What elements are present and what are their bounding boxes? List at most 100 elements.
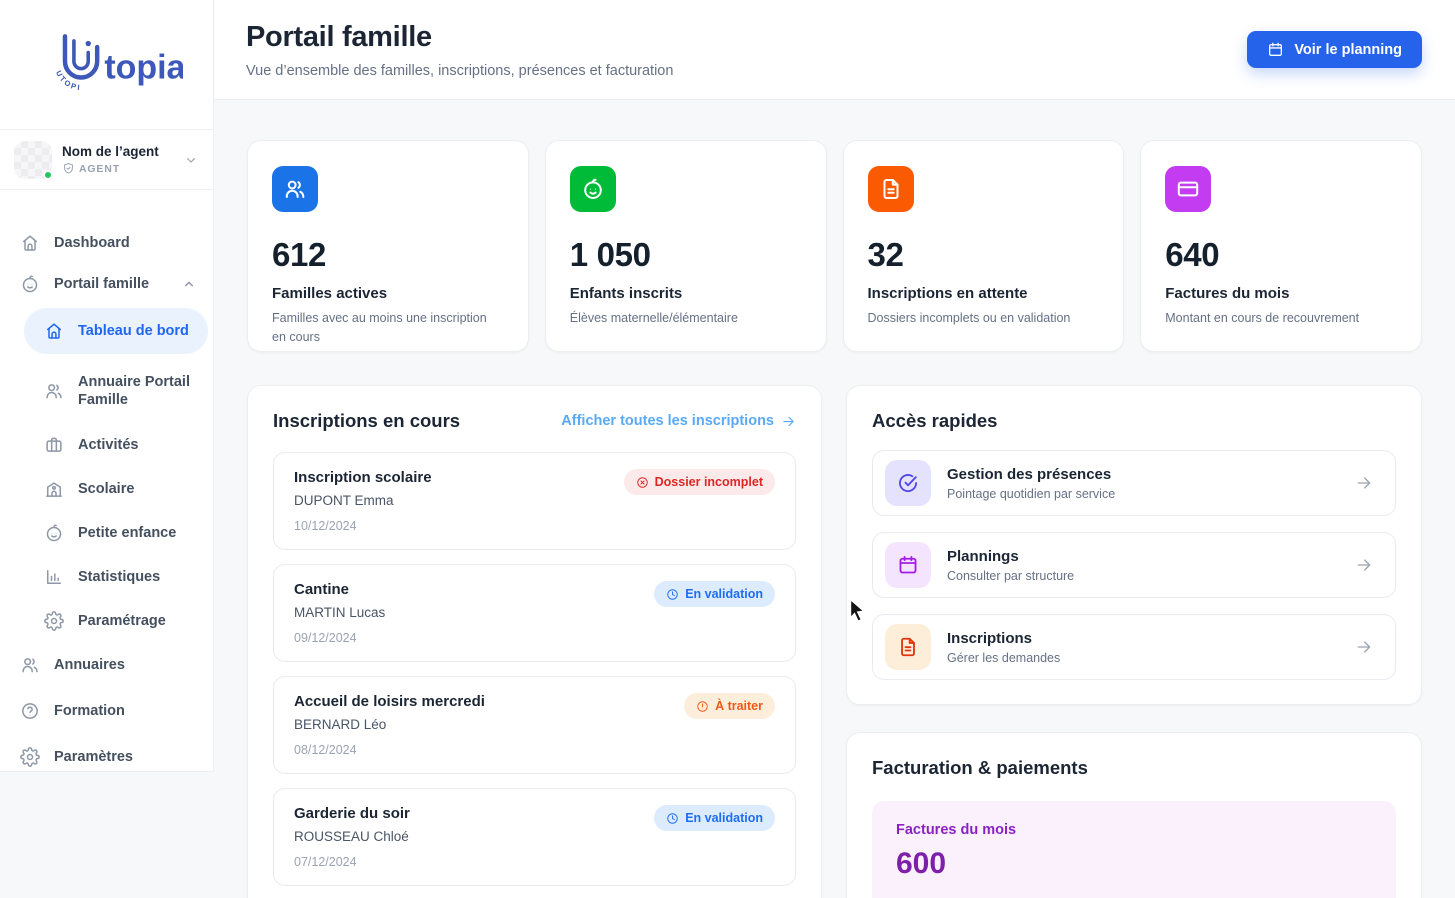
check-circle-icon xyxy=(885,460,931,506)
utopia-logo: UTOPIA topia xyxy=(0,0,213,130)
inscriptions-panel: Inscriptions en cours Afficher toutes le… xyxy=(247,385,822,898)
acces-rapides-panel: Accès rapides Gestion des présences Poin… xyxy=(846,385,1422,705)
sidebar-item-parametres[interactable]: Paramètres xyxy=(14,740,203,774)
list-item[interactable]: Inscription scolaire DUPONT Emma 10/12/2… xyxy=(273,452,796,550)
stat-value: 612 xyxy=(272,236,327,273)
stat-label: Inscriptions en attente xyxy=(867,285,1028,302)
home-icon xyxy=(44,321,64,341)
status-badge: À traiter xyxy=(684,693,775,719)
sidebar-nav: Dashboard Portail famille Tableau de bor… xyxy=(0,190,213,774)
sidebar-item-portail-famille[interactable]: Portail famille xyxy=(14,267,203,301)
sidebar-item-dashboard[interactable]: Dashboard xyxy=(14,226,203,260)
sidebar-item-activites[interactable]: Activités xyxy=(24,428,213,462)
gear-icon xyxy=(44,611,64,631)
stat-description: Élèves maternelle/élémentaire xyxy=(569,311,738,325)
stat-label: Familles actives xyxy=(272,285,388,302)
list-item[interactable]: Garderie du soir ROUSSEAU Chloé 07/12/20… xyxy=(273,788,796,886)
arrow-right-icon xyxy=(1355,638,1373,656)
school-icon xyxy=(44,479,64,499)
sidebar-item-parametrage[interactable]: Paramétrage xyxy=(24,604,213,638)
billing-label: Factures du mois xyxy=(896,822,1017,838)
inscription-date: 08/12/2024 xyxy=(294,743,357,757)
clock-icon xyxy=(666,812,679,825)
inscription-child-name: ROUSSEAU Chloé xyxy=(294,829,409,844)
inscription-title: Accueil de loisirs mercredi xyxy=(294,693,485,710)
stat-label: Factures du mois xyxy=(1165,285,1290,302)
agent-menu[interactable]: Nom de l’agent AGENT xyxy=(0,130,213,190)
sidebar-item-scolaire[interactable]: Scolaire xyxy=(24,472,213,506)
inscription-title: Cantine xyxy=(294,581,350,598)
inscription-title: Inscription scolaire xyxy=(294,469,432,486)
bar-chart-icon xyxy=(44,567,64,587)
sidebar-item-formation[interactable]: Formation xyxy=(14,694,203,728)
baby-icon xyxy=(44,523,64,543)
credit-card-icon xyxy=(1165,166,1212,212)
quick-link-plannings[interactable]: Plannings Consulter par structure xyxy=(872,532,1396,598)
baby-icon xyxy=(20,274,40,294)
page-header: Portail famille Vue d’ensemble des famil… xyxy=(215,0,1455,100)
baby-icon xyxy=(569,166,616,212)
sidebar-item-annuaire-portail-famille[interactable]: Annuaire Portail Famille xyxy=(24,364,213,418)
afficher-toutes-inscriptions-link[interactable]: Afficher toutes les inscriptions xyxy=(561,413,796,429)
stat-label: Enfants inscrits xyxy=(569,285,683,302)
inscription-child-name: BERNARD Léo xyxy=(294,717,387,732)
page-title: Portail famille xyxy=(246,20,432,53)
page-subtitle: Vue d’ensemble des familles, inscription… xyxy=(246,62,674,79)
status-badge: En validation xyxy=(654,581,775,607)
factures-du-mois-card: Factures du mois 600 xyxy=(872,801,1396,898)
stat-card-factures-du-mois: 640 Factures du mois Montant en cours de… xyxy=(1140,140,1422,352)
shield-check-icon xyxy=(62,162,75,175)
chevron-down-icon xyxy=(183,152,199,168)
stat-description: Dossiers incomplets ou en validation xyxy=(867,311,1071,325)
file-text-icon xyxy=(867,166,914,212)
inscription-child-name: DUPONT Emma xyxy=(294,493,394,508)
list-item[interactable]: Accueil de loisirs mercredi BERNARD Léo … xyxy=(273,676,796,774)
inscription-date: 07/12/2024 xyxy=(294,855,357,869)
facturation-panel: Facturation & paiements Factures du mois… xyxy=(846,732,1422,898)
stat-card-inscriptions-attente: 32 Inscriptions en attente Dossiers inco… xyxy=(842,140,1125,352)
logo-wordmark: topia xyxy=(104,48,183,86)
voir-le-planning-button[interactable]: Voir le planning xyxy=(1247,31,1422,68)
status-badge: Dossier incomplet xyxy=(623,469,775,495)
sidebar-item-statistiques[interactable]: Statistiques xyxy=(24,560,213,594)
chevron-up-icon xyxy=(181,276,197,292)
gear-icon xyxy=(20,747,40,767)
calendar-icon xyxy=(885,542,931,588)
home-icon xyxy=(20,233,40,253)
calendar-icon xyxy=(1267,41,1284,58)
sidebar-item-annuaires[interactable]: Annuaires xyxy=(14,648,203,682)
stat-value: 640 xyxy=(1165,236,1220,273)
quick-link-gestion-presences[interactable]: Gestion des présences Pointage quotidien… xyxy=(872,450,1396,516)
billing-value: 600 xyxy=(896,847,947,880)
sidebar-item-petite-enfance[interactable]: Petite enfance xyxy=(24,516,213,550)
agent-name: Nom de l’agent xyxy=(62,144,159,159)
arrow-right-icon xyxy=(1355,556,1373,574)
x-circle-icon xyxy=(636,476,649,489)
stats-row: 612 Familles actives Familles avec au mo… xyxy=(247,140,1422,352)
stat-card-enfants-inscrits: 1 050 Enfants inscrits Élèves maternelle… xyxy=(544,140,827,352)
sidebar-item-tableau-de-bord[interactable]: Tableau de bord xyxy=(24,308,208,354)
stat-description: Montant en cours de recouvrement xyxy=(1165,311,1360,325)
stat-value: 1 050 xyxy=(569,236,651,273)
alert-circle-icon xyxy=(696,700,709,713)
quick-link-inscriptions[interactable]: Inscriptions Gérer les demandes xyxy=(872,614,1396,680)
arrow-right-icon xyxy=(1355,474,1373,492)
main-content: 612 Familles actives Familles avec au mo… xyxy=(215,100,1455,898)
inscriptions-list: Inscription scolaire DUPONT Emma 10/12/2… xyxy=(273,452,796,898)
stat-card-familles-actives: 612 Familles actives Familles avec au mo… xyxy=(247,140,529,352)
online-status-dot xyxy=(43,169,53,180)
sidebar: UTOPIA topia Nom de l’agent AGENT Dashbo… xyxy=(0,0,214,772)
help-circle-icon xyxy=(20,701,40,721)
clock-icon xyxy=(666,588,679,601)
avatar xyxy=(14,140,53,180)
users-icon xyxy=(20,655,40,675)
users-icon xyxy=(272,166,318,212)
agent-role-label: AGENT xyxy=(79,162,120,175)
facturation-title: Facturation & paiements xyxy=(872,757,1088,778)
file-text-icon xyxy=(885,624,931,670)
list-item[interactable]: Cantine MARTIN Lucas 09/12/2024 En valid… xyxy=(273,564,796,662)
arrow-right-icon xyxy=(781,414,796,429)
stat-description: Familles avec au moins une inscription e… xyxy=(272,311,487,344)
inscription-child-name: MARTIN Lucas xyxy=(294,605,386,620)
